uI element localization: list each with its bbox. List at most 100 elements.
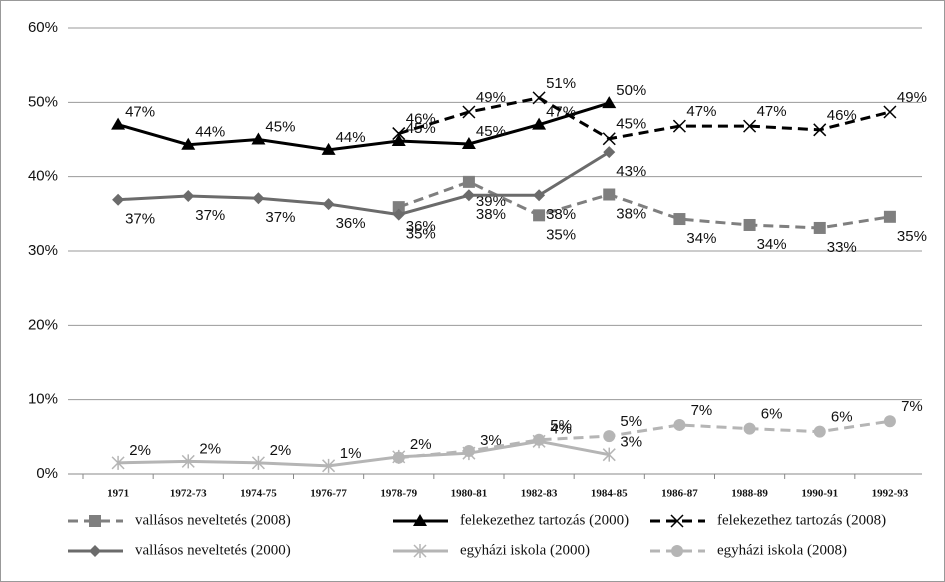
legend-label: vallásos neveltetés (2000): [135, 542, 291, 558]
data-label: 34%: [757, 236, 787, 253]
y-tick-label: 50%: [28, 93, 58, 110]
marker: [251, 132, 266, 145]
series-line: [117, 101, 610, 152]
data-label: 44%: [336, 129, 366, 146]
marker: [322, 458, 336, 473]
marker: [743, 218, 756, 231]
marker: [813, 425, 826, 438]
x-tick-label: 1976-77: [310, 488, 347, 500]
series-line: [398, 180, 891, 230]
marker: [532, 117, 547, 130]
marker: [89, 515, 101, 527]
marker: [392, 201, 405, 214]
legend-label: felekezethez tartozás (2000): [460, 512, 629, 528]
marker: [672, 119, 686, 133]
data-label: 44%: [195, 124, 225, 141]
marker: [462, 105, 476, 119]
data-label: 35%: [406, 226, 436, 243]
x-tick-label: 1992-93: [872, 488, 909, 500]
data-label: 6%: [761, 406, 783, 423]
data-label: 5%: [550, 417, 572, 434]
x-tick-label: 1974-75: [240, 488, 277, 500]
data-label: 37%: [125, 211, 155, 228]
y-tick-label: 30%: [28, 242, 58, 259]
marker: [883, 105, 897, 119]
marker: [89, 545, 101, 557]
series-line: [398, 96, 891, 141]
data-label: 46%: [827, 107, 857, 124]
x-tick-label: 1988-89: [731, 488, 768, 500]
data-label: 45%: [616, 116, 646, 133]
marker: [181, 454, 195, 469]
data-label: 38%: [546, 206, 576, 223]
marker: [392, 208, 405, 221]
marker: [671, 545, 683, 557]
legend-item: vallásos neveltetés (2000): [68, 542, 291, 558]
marker: [602, 447, 616, 462]
marker: [392, 451, 405, 464]
marker: [813, 221, 826, 234]
data-label: 33%: [827, 239, 857, 256]
marker: [883, 210, 896, 223]
data-label: 46%: [406, 111, 436, 128]
data-label: 49%: [897, 89, 927, 106]
marker: [391, 133, 406, 146]
marker: [603, 146, 616, 159]
data-label: 38%: [616, 205, 646, 222]
data-label: 36%: [336, 215, 366, 232]
series-line: [118, 439, 610, 468]
marker: [673, 418, 686, 431]
marker: [462, 189, 475, 202]
data-label: 5%: [620, 413, 642, 430]
x-tick-label: 1978-79: [380, 488, 417, 500]
x-tick-label: 1984-85: [591, 488, 628, 500]
marker: [322, 198, 335, 211]
marker: [883, 415, 896, 428]
marker: [321, 142, 336, 155]
data-label: 1%: [340, 445, 362, 462]
legend-item: felekezethez tartozás (2000): [393, 512, 629, 528]
y-tick-label: 10%: [28, 391, 58, 408]
marker: [743, 422, 756, 435]
marker: [251, 455, 265, 470]
data-label: 45%: [265, 118, 295, 135]
marker: [413, 514, 427, 526]
marker: [111, 455, 125, 470]
marker: [252, 192, 265, 205]
legend-label: egyházi iskola (2008): [717, 542, 847, 558]
data-label: 47%: [125, 104, 155, 121]
data-label: 2%: [199, 440, 221, 457]
marker: [461, 136, 476, 149]
marker: [602, 96, 617, 109]
legend-label: felekezethez tartozás (2008): [717, 512, 886, 528]
marker: [603, 430, 616, 443]
data-label: 7%: [901, 398, 923, 415]
marker: [413, 544, 427, 558]
x-tick-label: 1982-83: [521, 488, 558, 500]
data-label: 2%: [270, 442, 292, 459]
legend-item: egyházi iskola (2000): [393, 542, 590, 558]
x-tick-label: 1980-81: [451, 488, 488, 500]
data-label: 6%: [831, 409, 853, 426]
marker: [181, 137, 196, 150]
marker: [603, 188, 616, 201]
x-tick-label: 1971: [107, 488, 129, 500]
data-label: 34%: [686, 230, 716, 247]
data-label: 37%: [195, 207, 225, 224]
marker: [112, 193, 125, 206]
series-line: [118, 150, 611, 217]
data-label: 35%: [546, 226, 576, 243]
data-label: 37%: [265, 209, 295, 226]
marker: [673, 213, 686, 226]
marker: [670, 514, 684, 528]
marker: [743, 119, 757, 133]
data-label: 49%: [476, 89, 506, 106]
marker: [392, 127, 406, 141]
legend-item: felekezethez tartozás (2008): [650, 512, 886, 528]
legend-label: egyházi iskola (2000): [460, 542, 590, 558]
legend-item: egyházi iskola (2008): [650, 542, 847, 558]
data-label: 2%: [410, 436, 432, 453]
marker: [533, 189, 546, 202]
